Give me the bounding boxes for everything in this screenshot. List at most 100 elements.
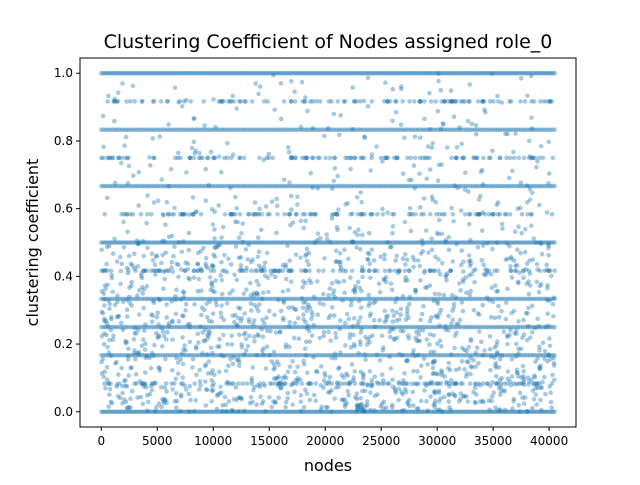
data-point [304, 391, 310, 396]
data-point [228, 212, 233, 217]
data-point [386, 268, 392, 274]
data-point [125, 229, 130, 235]
data-point [357, 99, 363, 104]
data-point [108, 296, 113, 302]
data-point [306, 250, 312, 256]
data-point [419, 70, 425, 76]
data-point [186, 212, 192, 217]
data-point [269, 324, 275, 330]
data-point [502, 324, 507, 330]
data-point [326, 126, 331, 131]
data-point [398, 70, 404, 76]
data-point [347, 127, 352, 132]
data-point [552, 183, 557, 189]
data-point [512, 70, 517, 76]
data-point [296, 240, 301, 245]
data-point [396, 386, 402, 392]
data-point [150, 136, 156, 141]
data-point [292, 240, 298, 245]
data-point [304, 127, 309, 132]
data-point [481, 262, 487, 268]
data-point [523, 311, 529, 316]
data-point [428, 315, 434, 320]
data-point [106, 240, 112, 245]
data-point [375, 268, 380, 274]
data-point [321, 240, 326, 245]
data-point [299, 381, 305, 386]
data-point [445, 324, 450, 330]
data-point [212, 254, 218, 260]
data-point [550, 409, 556, 415]
data-point [130, 296, 136, 302]
data-point [99, 155, 104, 161]
data-point [181, 127, 186, 132]
data-point [436, 409, 442, 415]
data-point [173, 155, 178, 161]
data-point [390, 224, 396, 229]
data-point [185, 324, 191, 330]
data-point [298, 393, 304, 398]
data-point [494, 381, 500, 386]
data-point [100, 409, 106, 415]
data-point [317, 155, 323, 161]
data-point [306, 183, 311, 189]
data-point [267, 352, 272, 358]
data-point [358, 247, 363, 252]
data-point [184, 170, 189, 175]
data-point [124, 127, 129, 132]
data-point [495, 212, 501, 217]
data-point [428, 409, 433, 415]
data-point [227, 99, 233, 104]
data-point [209, 280, 215, 285]
data-point [339, 240, 345, 245]
data-point [454, 353, 460, 358]
data-point [532, 381, 537, 386]
data-point [383, 324, 389, 330]
data-point [355, 403, 361, 408]
data-point [347, 240, 353, 245]
data-point [472, 155, 477, 161]
data-point [505, 369, 511, 374]
data-point [107, 392, 112, 398]
data-point [534, 164, 539, 170]
data-point [338, 183, 343, 189]
data-point [351, 332, 356, 338]
data-point [453, 99, 458, 104]
data-point [121, 212, 127, 217]
data-point [174, 409, 179, 415]
data-point [429, 183, 435, 189]
data-point [527, 379, 532, 384]
data-point [265, 70, 270, 76]
data-point [225, 70, 230, 76]
data-point [315, 127, 321, 132]
data-point [450, 212, 456, 217]
data-point [340, 324, 346, 330]
data-point [237, 409, 242, 415]
data-point [197, 367, 202, 373]
data-point [512, 229, 518, 234]
data-point [288, 296, 293, 302]
data-point [520, 353, 526, 358]
data-point [124, 384, 130, 389]
data-point [132, 99, 138, 104]
data-point [255, 212, 261, 217]
data-point [412, 134, 418, 139]
data-point [118, 268, 124, 274]
data-point [323, 381, 329, 386]
data-point [281, 127, 286, 132]
data-point [242, 353, 248, 358]
data-point [410, 351, 416, 356]
data-point [436, 381, 441, 386]
data-point [486, 183, 491, 189]
data-point [345, 389, 351, 394]
data-point [174, 355, 179, 361]
data-point [262, 260, 268, 266]
data-point [505, 256, 510, 262]
data-point [258, 353, 264, 358]
data-point [279, 296, 284, 302]
data-point [286, 149, 292, 155]
data-point [382, 308, 388, 314]
data-point [463, 170, 468, 175]
data-point [422, 353, 428, 358]
data-point [453, 155, 459, 161]
